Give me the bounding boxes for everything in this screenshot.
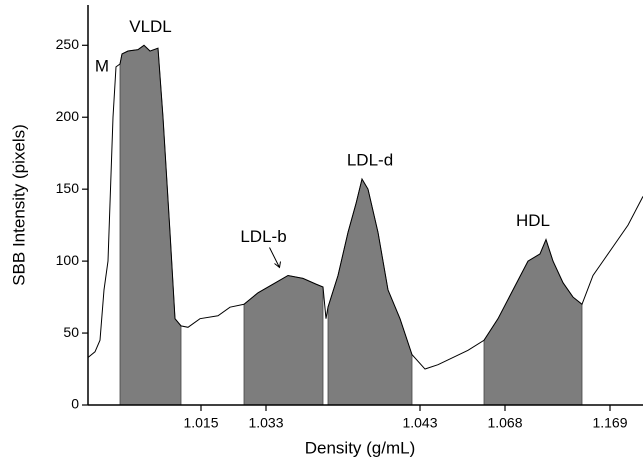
y-tick-label: 50 (63, 324, 79, 340)
shaded-region (483, 238, 583, 406)
region-label: HDL (516, 211, 550, 230)
region-label: VLDL (129, 17, 172, 36)
y-tick-label: 0 (71, 396, 79, 412)
y-axis-label: SBB Intensity (pixels) (9, 124, 28, 286)
y-tick-label: 200 (56, 108, 80, 124)
y-tick-label: 250 (56, 36, 80, 52)
y-tick-label: 150 (56, 180, 80, 196)
x-tick-label: 1.033 (248, 415, 283, 431)
density-curve (87, 44, 643, 370)
x-tick-label: 1.015 (183, 415, 218, 431)
x-tick-label: 1.169 (592, 415, 627, 431)
x-tick-label: 1.043 (402, 415, 437, 431)
annotation: M (95, 56, 109, 75)
x-tick-label: 1.068 (487, 415, 522, 431)
shaded-region (327, 178, 413, 406)
shaded-region (119, 44, 182, 406)
region-label: LDL-d (347, 151, 393, 170)
region-label: LDL-b (240, 227, 286, 246)
arrow (269, 247, 281, 269)
y-tick-label: 100 (56, 252, 80, 268)
x-axis-label: Density (g/mL) (305, 438, 416, 457)
